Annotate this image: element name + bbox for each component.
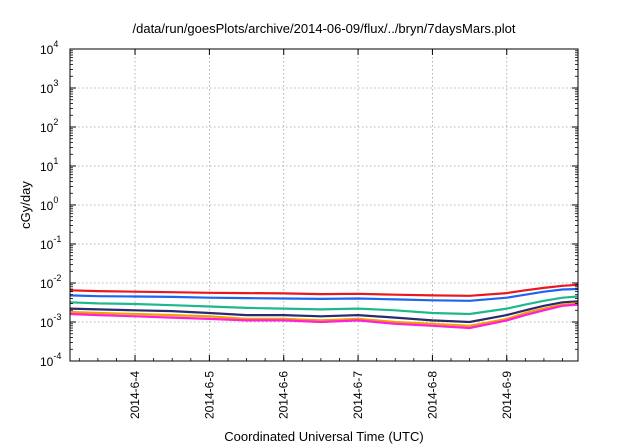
chart-title: /data/run/goesPlots/archive/2014-06-09/f…	[133, 21, 516, 36]
x-tick-label: 2014-6-8	[425, 371, 439, 419]
series-lines	[69, 283, 579, 330]
y-axis-label: cGy/day	[18, 181, 33, 229]
series-line-4	[69, 300, 579, 324]
series-line-3	[69, 295, 579, 316]
x-axis-ticks: 2014-6-4 2014-6-5 2014-6-6 2014-6-7 2014-6-8…	[78, 49, 563, 419]
x-tick-label: 2014-6-7	[351, 371, 365, 419]
series-line-5	[69, 302, 579, 327]
y-tick-label: 102	[40, 117, 58, 135]
y-tick-label: 10-2	[40, 273, 61, 291]
x-tick-label: 2014-6-6	[277, 371, 291, 419]
x-tick-label: 2014-6-5	[202, 371, 216, 419]
y-tick-label: 10-3	[40, 312, 61, 330]
x-tick-label: 2014-6-4	[128, 371, 142, 419]
y-tick-label: 100	[40, 195, 58, 213]
y-tick-label: 101	[40, 156, 58, 174]
series-line-2	[69, 287, 579, 302]
y-tick-label: 104	[40, 39, 58, 57]
y-tick-label: 10-1	[40, 234, 61, 252]
series-line-1	[69, 283, 579, 297]
x-tick-label: 2014-6-9	[500, 371, 514, 419]
y-axis-ticks: 10-4 10-3 10-2 10-1 100 101 102 103 104	[40, 39, 578, 369]
x-axis-label: Coordinated Universal Time (UTC)	[224, 429, 423, 444]
series-line-6	[69, 303, 579, 330]
y-tick-label: 10-4	[40, 351, 61, 369]
y-tick-label: 103	[40, 78, 58, 96]
